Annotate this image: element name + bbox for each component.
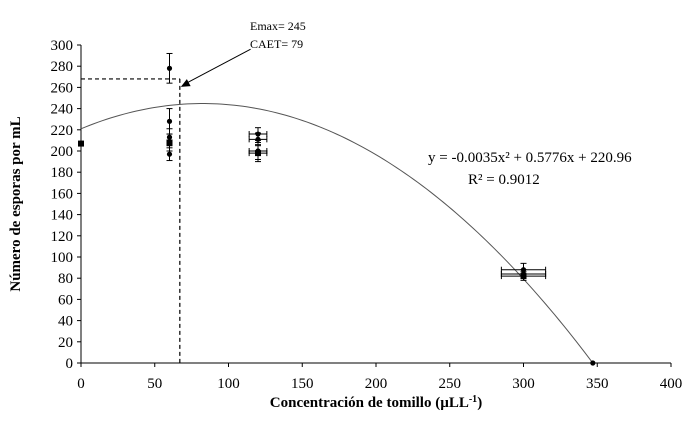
caet-label: CAET= 79 — [250, 37, 303, 51]
x-tick-label: 0 — [77, 376, 85, 392]
x-tick-label: 300 — [512, 376, 535, 392]
trendline — [80, 103, 594, 364]
y-tick-label: 20 — [58, 335, 73, 351]
x-tick-label: 250 — [439, 376, 462, 392]
x-tick-label: 50 — [147, 376, 162, 392]
data-point — [248, 132, 268, 147]
r-squared-label: R² = 0.9012 — [468, 172, 540, 188]
x-tick-label: 350 — [586, 376, 609, 392]
y-tick-label: 200 — [51, 144, 74, 160]
y-tick-label: 140 — [51, 208, 74, 224]
x-ticks: 0 50 100 150 200 250 300 350 400 — [77, 363, 682, 392]
y-tick-label: 260 — [51, 80, 74, 96]
data-point — [500, 271, 547, 281]
data-point — [248, 144, 268, 163]
y-tick-label: 240 — [51, 102, 74, 118]
data-points — [78, 52, 596, 366]
y-tick-label: 280 — [51, 59, 74, 75]
y-tick-label: 80 — [58, 271, 73, 287]
x-tick-label: 100 — [217, 376, 240, 392]
y-axis-title: Número de esporas por mL — [8, 116, 24, 291]
emax-label: Emax= 245 — [250, 19, 306, 33]
x-tick-label: 150 — [291, 376, 314, 392]
y-tick-label: 100 — [51, 250, 74, 266]
equation-label: y = -0.0035x² + 0.5776x + 220.96 — [428, 150, 632, 166]
arrowhead — [180, 79, 191, 87]
x-axis-title: Concentración de tomillo (µLL-1) — [270, 394, 482, 412]
y-tick-label: 120 — [51, 229, 74, 245]
y-tick-label: 300 — [51, 38, 74, 54]
y-tick-label: 160 — [51, 186, 74, 202]
y-tick-label: 40 — [58, 314, 73, 330]
data-point — [78, 140, 84, 147]
y-tick-label: 60 — [58, 292, 73, 308]
data-point — [590, 360, 596, 366]
y-tick-label: 0 — [66, 356, 74, 372]
annotation-arrow — [186, 48, 251, 84]
y-tick-label: 220 — [51, 123, 74, 139]
x-tick-label: 200 — [365, 376, 388, 392]
y-tick-label: 180 — [51, 165, 74, 181]
y-ticks: 0 20 40 60 80 100 120 140 160 180 200 220 240 260 280 3… — [51, 38, 81, 372]
annotation-layer — [81, 48, 251, 363]
data-point — [166, 147, 173, 162]
trendline-layer — [80, 103, 594, 364]
data-point — [166, 52, 173, 84]
x-tick-label: 400 — [660, 376, 683, 392]
